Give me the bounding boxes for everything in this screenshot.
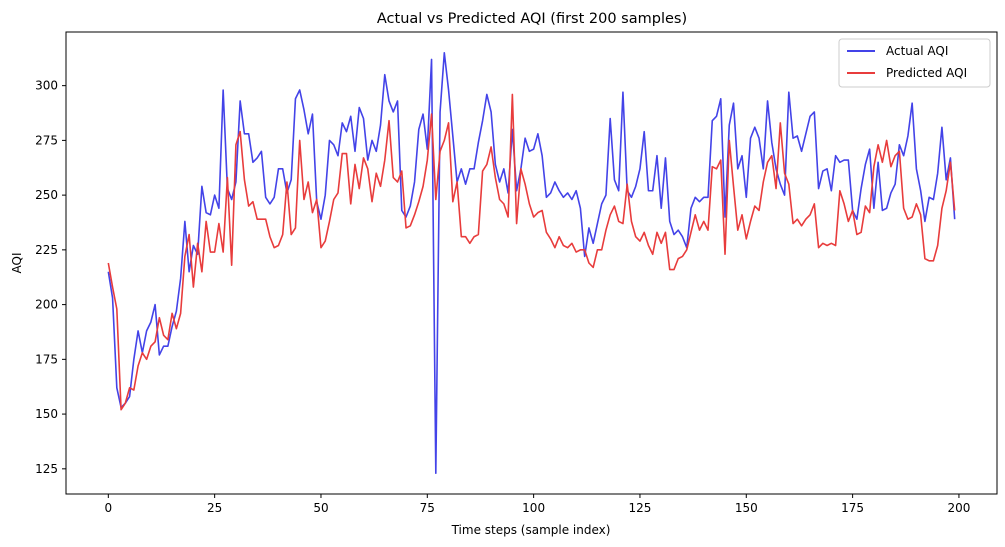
x-axis: 0 25 50 75 100 125 150 175 200	[104, 494, 970, 515]
y-tick-label: 250	[35, 188, 58, 202]
x-tick-label: 150	[735, 501, 758, 515]
x-tick-label: 200	[947, 501, 970, 515]
y-axis: 125 150 175 200 225 250 275 300	[35, 79, 66, 476]
y-tick-label: 300	[35, 79, 58, 93]
chart-title: Actual vs Predicted AQI (first 200 sampl…	[377, 11, 687, 27]
y-tick-label: 200	[35, 298, 58, 312]
y-tick-label: 275	[35, 133, 58, 147]
plot-frame	[65, 31, 998, 495]
x-tick-label: 100	[522, 501, 545, 515]
legend: Actual AQI Predicted AQI	[838, 38, 991, 88]
legend-label-actual-aqi: Actual AQI	[886, 44, 948, 58]
y-tick-label: 125	[35, 462, 58, 476]
x-axis-label: Time steps (sample index)	[451, 523, 611, 537]
x-tick-label: 50	[313, 501, 328, 515]
x-tick-label: 0	[104, 501, 112, 515]
y-tick-label: 175	[35, 352, 58, 366]
legend-label-predicted-aqi: Predicted AQI	[886, 66, 967, 80]
plot-area	[65, 31, 998, 495]
series-line-predicted-aqi	[107, 93, 956, 411]
y-tick-label: 225	[35, 243, 58, 257]
x-tick-label: 125	[629, 501, 652, 515]
x-tick-label: 75	[420, 501, 435, 515]
x-tick-label: 175	[841, 501, 864, 515]
x-tick-label: 25	[207, 501, 222, 515]
y-axis-label: AQI	[10, 253, 24, 274]
legend-frame	[838, 38, 991, 88]
series-layer	[107, 51, 956, 475]
y-tick-label: 150	[35, 407, 58, 421]
series-line-actual-aqi	[107, 51, 956, 475]
